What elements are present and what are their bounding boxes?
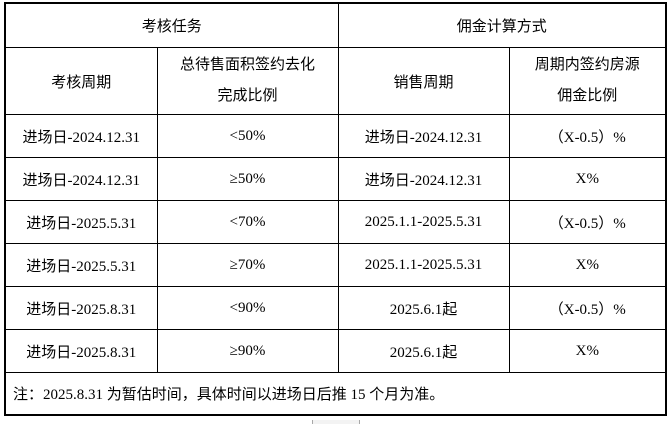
table-note-row: 注：2025.8.31 为暂估时间，具体时间以进场日后推 15 个月为准。 (4, 372, 667, 416)
column-header-completion-ratio: 总待售面积签约去化 完成比例 (156, 47, 339, 115)
cell-assessment-period: 进场日-2024.12.31 (4, 157, 158, 201)
cell-commission-ratio: （X-0.5）% (508, 114, 667, 158)
cell-assessment-period: 进场日-2025.5.31 (4, 200, 158, 244)
cell-completion-ratio: <90% (156, 286, 339, 330)
column-header-sales-period: 销售周期 (337, 47, 510, 115)
cell-sales-period: 进场日-2024.12.31 (337, 114, 510, 158)
column-header-commission-ratio-line1: 周期内签约房源 (534, 57, 640, 73)
column-header-completion-ratio-line1: 总待售面积签约去化 (180, 57, 316, 73)
cell-assessment-period: 进场日-2025.5.31 (4, 243, 158, 287)
horizontal-scrollbar-thumb[interactable] (312, 420, 360, 424)
cell-completion-ratio: ≥70% (156, 243, 339, 287)
table-group-header-row: 考核任务 佣金计算方式 (4, 2, 667, 48)
cell-sales-period: 2025.6.1起 (337, 329, 510, 373)
cell-completion-ratio: ≥50% (156, 157, 339, 201)
table-row: 进场日-2024.12.31 ≥50% 进场日-2024.12.31 X% (4, 157, 667, 201)
table-row: 进场日-2025.8.31 ≥90% 2025.6.1起 X% (4, 329, 667, 373)
table-row: 进场日-2025.8.31 <90% 2025.6.1起 （X-0.5）% (4, 286, 667, 330)
column-header-commission-ratio: 周期内签约房源 佣金比例 (508, 47, 667, 115)
column-header-completion-ratio-line2: 完成比例 (217, 88, 278, 104)
table-row: 进场日-2025.5.31 <70% 2025.1.1-2025.5.31 （X… (4, 200, 667, 244)
column-header-commission-ratio-line2: 佣金比例 (557, 88, 618, 104)
cell-sales-period: 2025.1.1-2025.5.31 (337, 200, 510, 244)
cell-commission-ratio: X% (508, 243, 667, 287)
cell-sales-period: 进场日-2024.12.31 (337, 157, 510, 201)
cell-assessment-period: 进场日-2025.8.31 (4, 286, 158, 330)
cell-completion-ratio: ≥90% (156, 329, 339, 373)
cell-assessment-period: 进场日-2025.8.31 (4, 329, 158, 373)
cell-completion-ratio: <70% (156, 200, 339, 244)
commission-assessment-table: 考核任务 佣金计算方式 考核周期 总待售面积签约去化 完成比例 销售周期 周期内… (4, 2, 668, 416)
cell-commission-ratio: （X-0.5）% (508, 200, 667, 244)
column-header-assessment-period: 考核周期 (4, 47, 158, 115)
table-footnote: 注：2025.8.31 为暂估时间，具体时间以进场日后推 15 个月为准。 (4, 372, 667, 416)
cell-sales-period: 2025.1.1-2025.5.31 (337, 243, 510, 287)
cell-assessment-period: 进场日-2024.12.31 (4, 114, 158, 158)
group-header-assessment-task: 考核任务 (4, 2, 339, 48)
cell-completion-ratio: <50% (156, 114, 339, 158)
table-row: 进场日-2024.12.31 <50% 进场日-2024.12.31 （X-0.… (4, 114, 667, 158)
table-row: 进场日-2025.5.31 ≥70% 2025.1.1-2025.5.31 X% (4, 243, 667, 287)
cell-commission-ratio: X% (508, 157, 667, 201)
group-header-commission-method: 佣金计算方式 (337, 2, 667, 48)
table-column-header-row: 考核周期 总待售面积签约去化 完成比例 销售周期 周期内签约房源 佣金比例 (4, 47, 667, 115)
cell-commission-ratio: X% (508, 329, 667, 373)
cell-commission-ratio: （X-0.5）% (508, 286, 667, 330)
cell-sales-period: 2025.6.1起 (337, 286, 510, 330)
